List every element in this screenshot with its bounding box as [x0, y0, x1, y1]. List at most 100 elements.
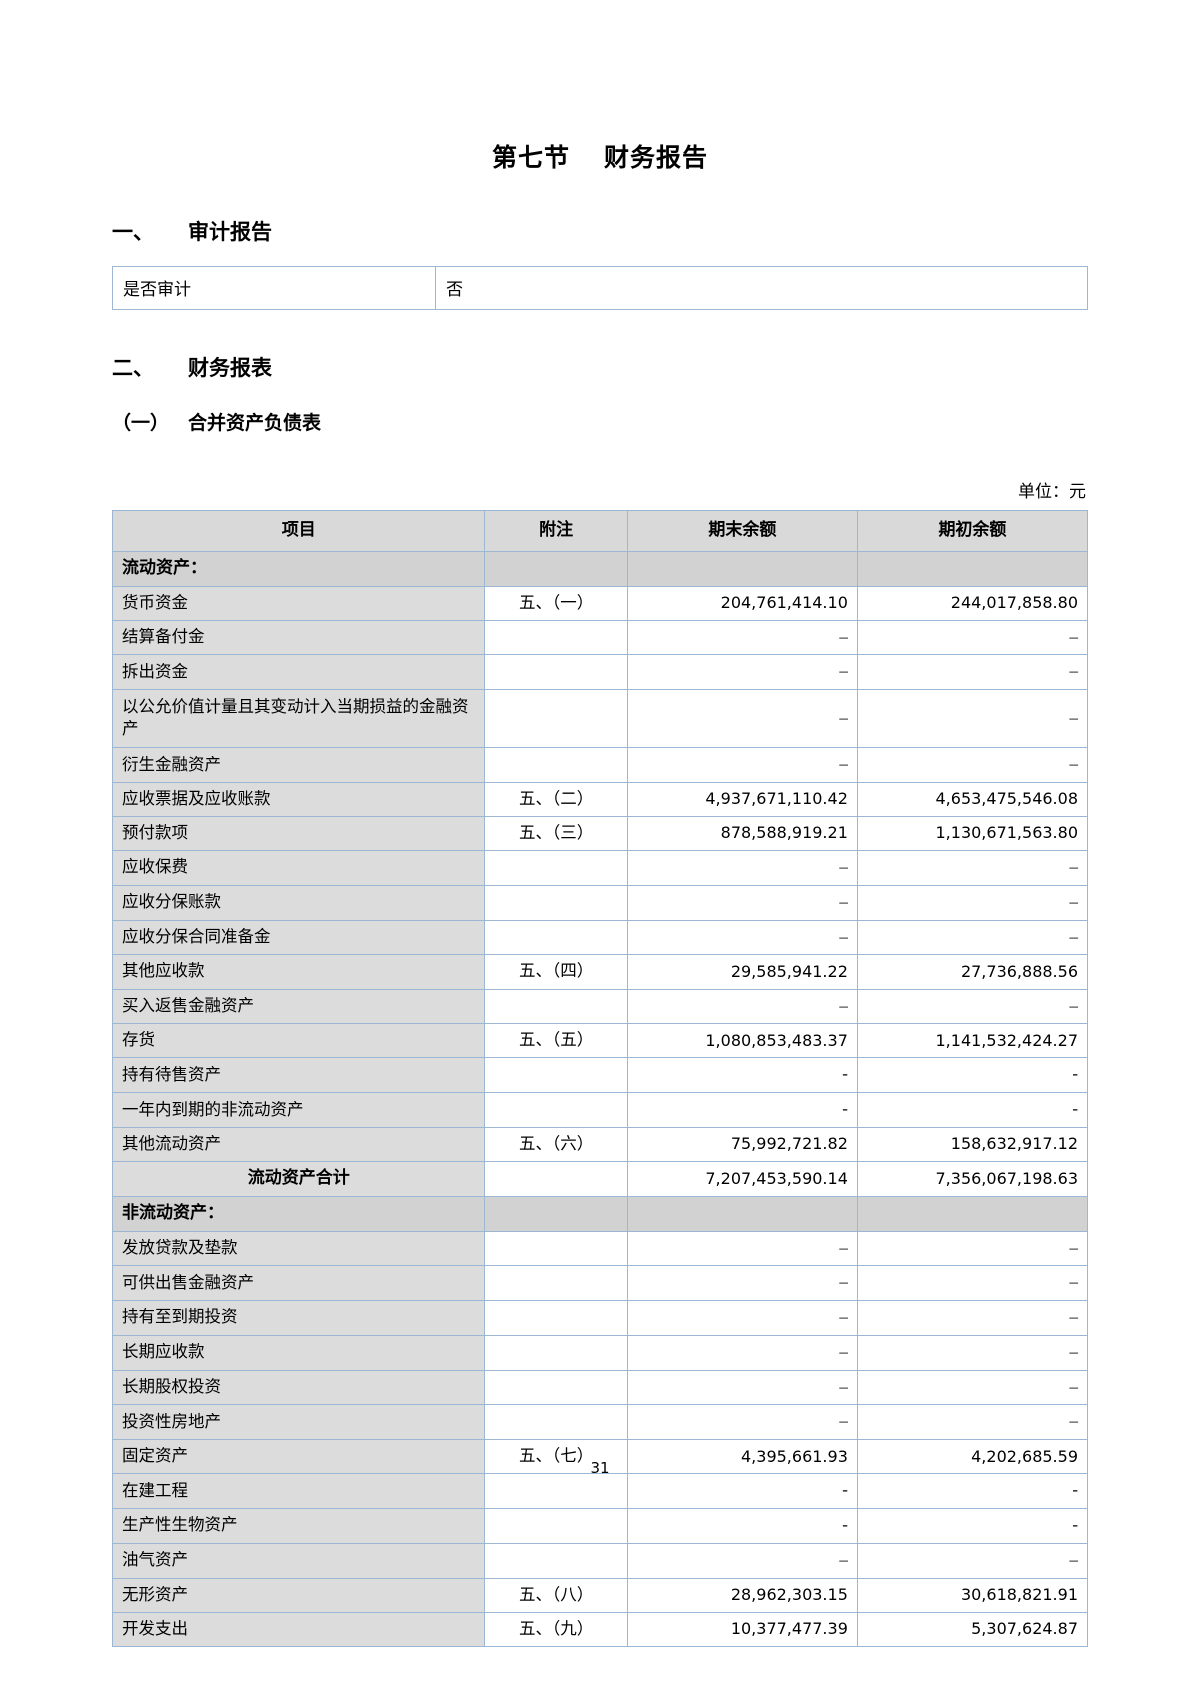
section-label-statements: 财务报表	[188, 356, 272, 380]
en-dash-placeholder: –	[1069, 995, 1079, 1015]
row-ending-balance: –	[626, 988, 858, 1025]
row-ending-balance: –	[626, 919, 858, 956]
row-note-reference	[484, 1230, 628, 1267]
row-note-reference	[484, 1369, 628, 1406]
subsection-number: （一）	[112, 412, 170, 434]
row-ending-balance: 204,761,414.10	[626, 585, 858, 621]
row-note-reference	[484, 689, 628, 749]
table-row: 预付款项 五、（三） 878,588,919.21 1,130,671,563.80	[111, 816, 1089, 852]
page-title-prefix: 第七节	[491, 143, 570, 172]
table-row: 一年内到期的非流动资产 - -	[111, 1092, 1089, 1128]
row-item-label: 长期应收款	[111, 1334, 486, 1371]
row-item-label: 应收票据及应收账款	[111, 781, 486, 818]
table-row: 投资性房地产 – –	[111, 1404, 1089, 1441]
hyphen-placeholder: -	[842, 1099, 848, 1119]
row-note-reference	[484, 1300, 628, 1336]
table-row: 应收分保账款 – –	[111, 884, 1089, 921]
table-row: 长期应收款 – –	[111, 1334, 1089, 1371]
row-beginning-balance: –	[856, 1542, 1089, 1579]
row-note-reference	[484, 654, 628, 691]
row-note-reference	[484, 550, 628, 587]
row-beginning-balance: –	[856, 1334, 1089, 1371]
table-row: 其他应收款 五、（四） 29,585,941.22 27,736,888.56	[111, 954, 1089, 990]
table-row: 非流动资产：	[111, 1195, 1089, 1232]
en-dash-placeholder: –	[1069, 754, 1079, 774]
balance-sheet-table: 项目 附注 期末余额 期初余额 流动资产： 货币资金 五、（一） 204,761,41…	[111, 510, 1089, 1647]
row-ending-balance: -	[626, 1092, 858, 1128]
row-item-label: 结算备付金	[111, 619, 486, 656]
table-row: 是否审计 否	[112, 266, 1088, 310]
row-ending-balance: -	[626, 1473, 858, 1510]
row-item-label: 衍生金融资产	[111, 747, 486, 783]
table-row: 结算备付金 – –	[111, 619, 1089, 656]
row-item-label: 以公允价值计量且其变动计入当期损益的金融资产	[111, 689, 486, 749]
table-row: 流动资产合计 7,207,453,590.14 7,356,067,198.63	[111, 1161, 1089, 1197]
row-note-reference	[484, 1508, 628, 1544]
column-header-note: 附注	[484, 510, 628, 552]
table-row: 开发支出 五、（九） 10,377,477.39 5,307,624.87	[111, 1611, 1089, 1647]
en-dash-placeholder: –	[839, 1237, 848, 1257]
row-note-reference	[484, 850, 628, 886]
page-title-main: 财务报告	[604, 143, 709, 172]
row-beginning-balance: –	[856, 1369, 1089, 1406]
row-note-reference	[484, 1404, 628, 1441]
section-heading-statements: 二、 财务报表	[112, 310, 1088, 382]
row-ending-balance: 75,992,721.82	[626, 1126, 858, 1163]
row-ending-balance: –	[626, 654, 858, 691]
en-dash-placeholder: –	[1069, 626, 1079, 646]
row-beginning-balance: –	[856, 1230, 1089, 1267]
row-beginning-balance: -	[856, 1473, 1089, 1510]
en-dash-placeholder: –	[839, 857, 848, 877]
row-item-label: 买入返售金融资产	[111, 988, 486, 1025]
table-row: 发放贷款及垫款 – –	[111, 1230, 1089, 1267]
row-beginning-balance	[856, 1195, 1089, 1232]
row-item-label: 开发支出	[111, 1611, 486, 1647]
row-item-label: 持有待售资产	[111, 1057, 486, 1094]
row-beginning-balance: –	[856, 1404, 1089, 1441]
table-row: 应收分保合同准备金 – –	[111, 919, 1089, 956]
row-item-label: 持有至到期投资	[111, 1300, 486, 1336]
row-ending-balance: –	[626, 1230, 858, 1267]
en-dash-placeholder: –	[1069, 707, 1079, 727]
row-note-reference	[484, 747, 628, 783]
row-item-label: 生产性生物资产	[111, 1508, 486, 1544]
en-dash-placeholder: –	[839, 707, 848, 727]
row-note-reference	[484, 1542, 628, 1579]
section-number-statements: 二、	[112, 356, 154, 380]
audit-question-label: 是否审计	[112, 266, 436, 310]
row-beginning-balance: –	[856, 1265, 1089, 1302]
row-ending-balance: –	[626, 884, 858, 921]
en-dash-placeholder: –	[839, 1272, 848, 1292]
row-item-label: 非流动资产：	[111, 1195, 486, 1232]
table-row: 固定资产 五、（七） 4,395,661.93 4,202,685.59	[111, 1439, 1089, 1475]
row-item-label: 无形资产	[111, 1577, 486, 1613]
row-ending-balance: 4,395,661.93	[626, 1439, 858, 1475]
row-note-reference: 五、（四）	[484, 954, 628, 990]
row-item-label: 流动资产合计	[111, 1161, 486, 1197]
column-header-ending: 期末余额	[626, 510, 858, 552]
unit-note: 单位：元	[1018, 482, 1086, 501]
section-label-audit: 审计报告	[188, 220, 272, 244]
row-item-label: 投资性房地产	[111, 1404, 486, 1441]
column-header-beginning: 期初余额	[856, 510, 1089, 552]
row-ending-balance	[626, 550, 858, 587]
table-row: 以公允价值计量且其变动计入当期损益的金融资产 – –	[111, 689, 1089, 749]
row-item-label: 货币资金	[111, 585, 486, 621]
row-item-label: 拆出资金	[111, 654, 486, 691]
row-ending-balance: 7,207,453,590.14	[626, 1161, 858, 1197]
row-ending-balance: –	[626, 747, 858, 783]
en-dash-placeholder: –	[839, 1341, 848, 1361]
table-row: 持有至到期投资 – –	[111, 1300, 1089, 1336]
hyphen-placeholder: -	[1072, 1099, 1078, 1119]
en-dash-placeholder: –	[1069, 1307, 1079, 1327]
table-row: 其他流动资产 五、（六） 75,992,721.82 158,632,917.12	[111, 1126, 1089, 1163]
row-beginning-balance: -	[856, 1057, 1089, 1094]
table-header-row: 项目 附注 期末余额 期初余额	[111, 510, 1089, 552]
row-item-label: 其他应收款	[111, 954, 486, 990]
row-ending-balance: –	[626, 689, 858, 749]
row-item-label: 长期股权投资	[111, 1369, 486, 1406]
row-beginning-balance: 7,356,067,198.63	[856, 1161, 1089, 1197]
row-item-label: 一年内到期的非流动资产	[111, 1092, 486, 1128]
en-dash-placeholder: –	[839, 626, 848, 646]
row-note-reference: 五、（七）	[484, 1439, 628, 1475]
